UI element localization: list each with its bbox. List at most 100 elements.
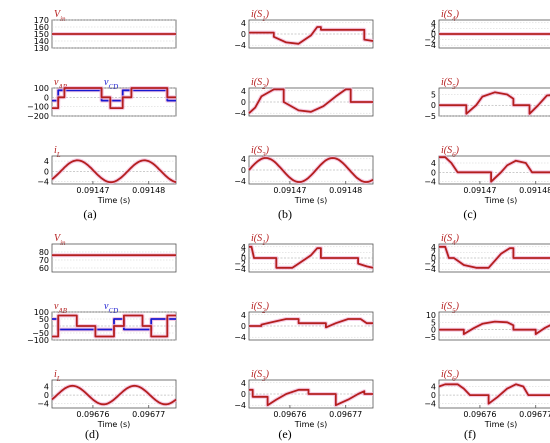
y-tick-label: 0 bbox=[431, 326, 436, 335]
series-line-red bbox=[439, 320, 550, 335]
panel-e2: i(S2) 4 0 −4 bbox=[234, 301, 374, 342]
panel-title: i(S1) bbox=[251, 9, 270, 23]
y-tick-label: −4 bbox=[37, 400, 49, 409]
panel-c1: i(S4) 420−2−4 bbox=[424, 9, 550, 50]
panel-title-secondary: vCD bbox=[104, 77, 118, 91]
series-line-red bbox=[249, 318, 373, 329]
panel-e1: i(S1) 420−2−4 bbox=[234, 233, 374, 274]
series-halo bbox=[52, 88, 176, 103]
y-tick-label: −4 bbox=[37, 177, 49, 186]
y-tick-label: 5 bbox=[431, 318, 436, 327]
x-axis-label: Time (s) bbox=[97, 420, 131, 429]
panel-title: i(S4) bbox=[441, 233, 460, 247]
y-tick-label: 170 bbox=[34, 16, 49, 25]
x-tick-label: 0.09148 bbox=[329, 186, 362, 195]
panel-title-secondary: vCD bbox=[104, 301, 118, 315]
y-tick-label: 4 bbox=[431, 159, 436, 168]
y-tick-label: −4 bbox=[424, 178, 436, 187]
panel-title: Vin bbox=[54, 233, 66, 247]
y-tick-label: 0 bbox=[431, 101, 436, 110]
y-tick-label: −4 bbox=[234, 265, 246, 274]
y-tick-label: 4 bbox=[431, 382, 436, 391]
series-line-red bbox=[249, 388, 373, 407]
y-tick-label: 60 bbox=[39, 264, 49, 273]
plot-frame bbox=[438, 379, 550, 409]
y-tick-label: −4 bbox=[424, 265, 436, 274]
series-line-red bbox=[51, 384, 177, 406]
y-tick-label: 4 bbox=[431, 19, 436, 28]
panel-caption: (a) bbox=[83, 207, 96, 221]
x-tick-label: 0.09676 bbox=[463, 410, 496, 419]
y-tick-label: −50 bbox=[32, 329, 49, 338]
panel-caption: (e) bbox=[278, 427, 291, 441]
panel-title: i(S6) bbox=[441, 369, 460, 383]
y-tick-label: 0 bbox=[431, 30, 436, 39]
x-axis-label: Time (s) bbox=[97, 196, 131, 205]
y-tick-label: 0 bbox=[44, 391, 49, 400]
y-tick-label: −4 bbox=[424, 400, 436, 409]
x-axis-label: Time (s) bbox=[484, 196, 518, 205]
panel-caption: (d) bbox=[85, 427, 99, 441]
panel-f1: i(S4) 420−2−4 bbox=[424, 233, 550, 274]
y-tick-label: 4 bbox=[241, 19, 246, 28]
y-tick-label: 4 bbox=[241, 379, 246, 388]
y-tick-label: −4 bbox=[234, 333, 246, 342]
y-tick-label: 160 bbox=[34, 23, 49, 32]
series-halo bbox=[439, 319, 550, 337]
y-tick-label: −2 bbox=[424, 36, 436, 45]
x-axis-label: Time (s) bbox=[294, 196, 328, 205]
panel-b1: i(S1) 4 0 −4 bbox=[234, 9, 374, 50]
y-tick-label: 0 bbox=[44, 93, 49, 102]
y-tick-label: −100 bbox=[27, 336, 49, 345]
x-tick-label: 0.09147 bbox=[273, 186, 306, 195]
y-tick-label: −4 bbox=[424, 41, 436, 50]
y-tick-label: 70 bbox=[39, 256, 49, 265]
panel-title: i(S3) bbox=[251, 145, 270, 159]
panel-title: i(S4) bbox=[441, 9, 460, 23]
panel-title: iL bbox=[54, 145, 61, 159]
y-tick-label: −4 bbox=[234, 109, 246, 118]
y-tick-label: 4 bbox=[44, 157, 49, 166]
x-axis-label: Time (s) bbox=[294, 420, 328, 429]
x-tick-label: 0.09676 bbox=[76, 410, 109, 419]
y-tick-label: −2 bbox=[234, 260, 246, 269]
x-tick-label: 0.09147 bbox=[463, 186, 496, 195]
y-tick-label: 0 bbox=[431, 391, 436, 400]
y-tick-label: 150 bbox=[34, 30, 49, 39]
y-tick-label: 100 bbox=[34, 84, 49, 93]
plot-frame bbox=[438, 155, 550, 185]
y-tick-label: 0 bbox=[44, 322, 49, 331]
panel-c2: i(S5) 5 0 −5 bbox=[424, 77, 550, 121]
y-tick-label: −4 bbox=[234, 401, 246, 410]
series-halo bbox=[438, 382, 550, 406]
y-tick-label: 0 bbox=[431, 168, 436, 177]
panel-caption: (b) bbox=[278, 207, 292, 221]
y-tick-label: 4 bbox=[241, 311, 246, 320]
y-tick-label: 4 bbox=[241, 243, 246, 252]
y-tick-label: 140 bbox=[34, 37, 49, 46]
x-tick-label: 0.09147 bbox=[76, 186, 109, 195]
y-tick-label: −4 bbox=[234, 177, 246, 186]
y-tick-label: 50 bbox=[39, 315, 49, 324]
series-line-red bbox=[439, 245, 550, 269]
y-tick-label: −5 bbox=[424, 112, 436, 121]
series-line-red bbox=[439, 91, 550, 115]
x-tick-label: 0.09677 bbox=[519, 410, 550, 419]
x-tick-label: 0.09148 bbox=[132, 186, 165, 195]
y-tick-label: 2 bbox=[431, 24, 436, 33]
x-axis-label: Time (s) bbox=[484, 420, 518, 429]
series-line-red bbox=[248, 88, 373, 114]
y-tick-label: 4 bbox=[431, 243, 436, 252]
panel-title: i(S5) bbox=[441, 77, 460, 91]
y-tick-label: 4 bbox=[241, 155, 246, 164]
panel-title: i(S2) bbox=[251, 301, 270, 315]
series-line-red bbox=[249, 245, 374, 269]
y-tick-label: 0 bbox=[431, 254, 436, 263]
